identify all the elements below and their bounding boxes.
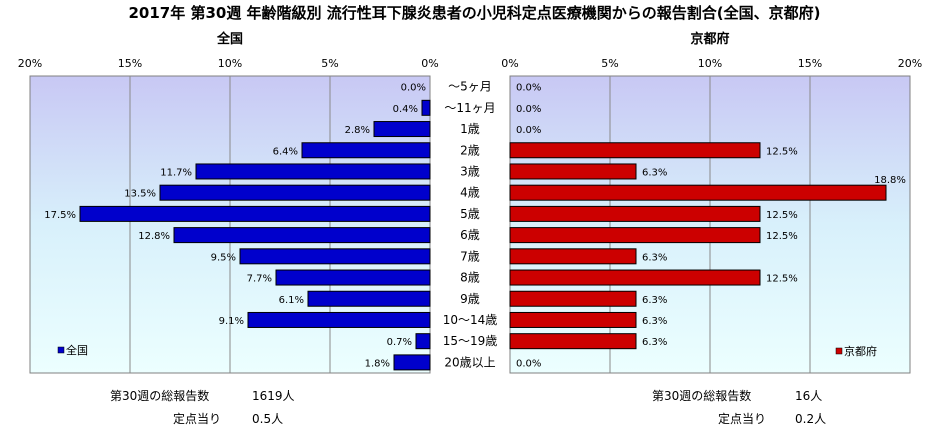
national-tick-label: 0% xyxy=(421,57,438,70)
kyoto-per-value: 0.2人 xyxy=(795,412,827,426)
national-data-label: 9.1% xyxy=(219,316,244,327)
national-data-label: 6.4% xyxy=(273,146,298,157)
category-label: 15～19歳 xyxy=(443,334,498,348)
category-label: 9歳 xyxy=(460,292,480,306)
kyoto-tick-label: 10% xyxy=(698,57,722,70)
national-tick-label: 20% xyxy=(18,57,42,70)
kyoto-data-label: 0.0% xyxy=(516,125,541,136)
national-bar xyxy=(275,269,431,286)
national-data-label: 12.8% xyxy=(138,231,170,242)
kyoto-data-label: 6.3% xyxy=(642,316,667,327)
kyoto-total-label: 第30週の総報告数 xyxy=(652,389,752,403)
kyoto-data-label: 18.8% xyxy=(874,175,906,186)
national-data-label: 1.8% xyxy=(365,358,390,369)
national-data-label: 0.0% xyxy=(401,83,426,94)
national-bar xyxy=(307,290,431,307)
kyoto-data-label: 6.3% xyxy=(642,252,667,263)
national-panel-title: 全国 xyxy=(216,31,243,47)
national-bar xyxy=(239,248,431,265)
kyoto-bar xyxy=(509,311,637,328)
national-data-label: 0.7% xyxy=(387,337,412,348)
kyoto-tick-label: 20% xyxy=(898,57,922,70)
national-data-label: 9.5% xyxy=(211,252,236,263)
national-bar xyxy=(415,333,431,350)
national-data-label: 11.7% xyxy=(160,167,192,178)
category-label: 5歳 xyxy=(460,207,480,221)
kyoto-data-label: 12.5% xyxy=(766,231,798,242)
chart-title: 2017年 第30週 年齢階級別 流行性耳下腺炎患者の小児科定点医療機関からの報… xyxy=(128,4,821,22)
kyoto-bar xyxy=(509,205,761,222)
category-label: 7歳 xyxy=(460,249,480,263)
kyoto-data-label: 0.0% xyxy=(516,358,541,369)
category-label: 4歳 xyxy=(460,186,480,200)
category-label: 20歳以上 xyxy=(444,355,495,369)
national-bar xyxy=(301,142,431,159)
category-label: 8歳 xyxy=(460,271,480,285)
kyoto-bar xyxy=(509,269,761,286)
kyoto-tick-label: 0% xyxy=(501,57,518,70)
kyoto-data-label: 6.3% xyxy=(642,167,667,178)
category-label: 1歳 xyxy=(460,122,480,136)
kyoto-data-label: 12.5% xyxy=(766,146,798,157)
national-tick-label: 10% xyxy=(218,57,242,70)
national-tick-label: 15% xyxy=(118,57,142,70)
kyoto-bar xyxy=(509,333,637,350)
category-label: 10～14歳 xyxy=(443,313,498,327)
national-bar xyxy=(247,311,431,328)
kyoto-tick-label: 15% xyxy=(798,57,822,70)
kyoto-legend-swatch xyxy=(835,347,843,355)
national-total-value: 1619人 xyxy=(252,389,295,403)
kyoto-data-label: 12.5% xyxy=(766,274,798,285)
kyoto-bar xyxy=(509,184,887,201)
national-data-label: 0.4% xyxy=(393,104,418,115)
national-per-label: 定点当り xyxy=(173,412,222,426)
kyoto-bar xyxy=(509,290,637,307)
kyoto-data-label: 6.3% xyxy=(642,337,667,348)
category-label: 6歳 xyxy=(460,228,480,242)
national-data-label: 7.7% xyxy=(247,274,272,285)
national-bar xyxy=(421,99,431,116)
kyoto-bar xyxy=(509,248,637,265)
national-bar xyxy=(159,184,431,201)
kyoto-data-label: 0.0% xyxy=(516,104,541,115)
national-data-label: 6.1% xyxy=(279,295,304,306)
kyoto-data-label: 6.3% xyxy=(642,295,667,306)
national-per-value: 0.5人 xyxy=(252,412,284,426)
category-label: 2歳 xyxy=(460,143,480,157)
kyoto-data-label: 0.0% xyxy=(516,83,541,94)
kyoto-tick-label: 5% xyxy=(601,57,618,70)
national-tick-label: 5% xyxy=(321,57,338,70)
kyoto-total-value: 16人 xyxy=(795,389,823,403)
kyoto-bar xyxy=(509,163,637,180)
national-total-label: 第30週の総報告数 xyxy=(110,389,210,403)
national-bar xyxy=(79,205,431,222)
category-label: ～5ヶ月 xyxy=(448,80,492,94)
category-label: 3歳 xyxy=(460,164,480,178)
kyoto-bar xyxy=(509,227,761,244)
national-data-label: 13.5% xyxy=(124,189,156,200)
national-bar xyxy=(173,227,431,244)
national-bar xyxy=(373,121,431,138)
kyoto-panel-title: 京都府 xyxy=(690,31,729,47)
national-legend-swatch xyxy=(57,346,65,354)
national-bar xyxy=(393,354,431,371)
kyoto-bar xyxy=(509,142,761,159)
kyoto-legend-label: 京都府 xyxy=(844,344,877,358)
national-legend-label: 全国 xyxy=(66,343,88,357)
category-label: ～11ヶ月 xyxy=(444,101,495,115)
national-bar xyxy=(195,163,431,180)
kyoto-data-label: 12.5% xyxy=(766,210,798,221)
national-data-label: 17.5% xyxy=(44,210,76,221)
national-data-label: 2.8% xyxy=(345,125,370,136)
kyoto-per-label: 定点当り xyxy=(718,412,767,426)
